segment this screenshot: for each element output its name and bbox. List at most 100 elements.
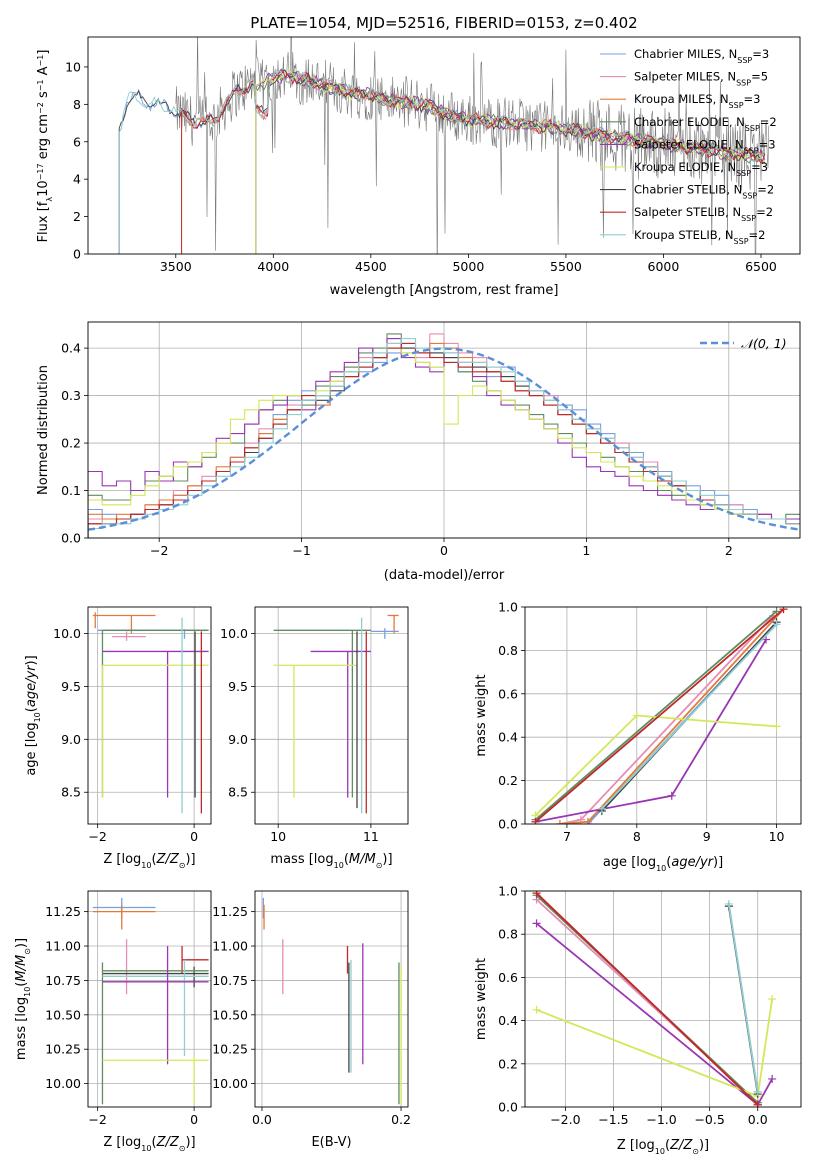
x-tick-label: 0.0 (252, 1112, 272, 1127)
y-tick-label: 9.0 (61, 732, 81, 747)
x-tick-label: 6500 (745, 259, 777, 274)
x-tick-label: 4000 (257, 259, 289, 274)
y-tick-label: 0.0 (498, 1100, 518, 1115)
mass-weight-line (728, 903, 759, 1093)
x-tick-label: 5000 (452, 259, 484, 274)
y-tick-label: 10.00 (212, 1076, 248, 1091)
plot-area (118, 37, 770, 254)
point-marker (762, 635, 771, 644)
plot-area (92, 897, 209, 1105)
x-tick-label: 10 (769, 829, 785, 844)
x-tick-label: 4500 (355, 259, 387, 274)
point-marker (532, 891, 541, 898)
panel-spectrum: 3500 4000 4500 5000 5500 6000 6500 0 2 4 6 8 10 wavel… (36, 36, 801, 298)
legend-label: Chabrier MILES, NSSP=3 (634, 47, 769, 65)
x-tick-label: −1.5 (598, 1112, 628, 1127)
model-spectrum-line (255, 69, 766, 254)
point-marker (597, 804, 606, 813)
y-tick-label: 1.0 (498, 600, 518, 615)
x-tick-label: 2 (725, 543, 733, 558)
x-tick-label: 0 (190, 829, 198, 844)
x-tick-label: 7 (563, 829, 571, 844)
y-tick-label: 0.6 (498, 970, 518, 985)
y-tick-label: 10.25 (45, 1042, 81, 1057)
y-tick-label: 11.25 (45, 904, 81, 919)
x-tick-label: 0.0 (748, 1112, 768, 1127)
x-tick-label: 6000 (648, 259, 680, 274)
y-tick-label: 10.00 (45, 1076, 81, 1091)
x-axis-label: (data-model)/error (384, 568, 505, 583)
legend-label: Kroupa MILES, NSSP=3 (634, 92, 760, 110)
y-tick-label: 8 (73, 97, 81, 112)
plot-area (273, 614, 399, 814)
y-tick-label: 9.5 (228, 679, 248, 694)
y-tick-label: 8.5 (61, 785, 81, 800)
histogram-step (88, 338, 800, 538)
x-tick-label: −1 (292, 543, 310, 558)
panel-age-vs-Z: −2 0 8.5 9.0 9.5 10.0 Z [log10(Z/Z⊙)] age [log1… (24, 606, 212, 870)
x-tick-label: −2 (88, 1112, 106, 1127)
x-tick-label: 5500 (550, 259, 582, 274)
y-tick-label: 0.2 (498, 773, 518, 788)
y-axis-label: Flux [fλ10−17 erg cm−2 s−1 A−1] (36, 50, 54, 243)
y-axis-label: mass weight (474, 674, 489, 756)
y-tick-label: 0.4 (498, 1013, 518, 1028)
y-tick-label: 8.5 (228, 785, 248, 800)
point-marker (772, 620, 781, 629)
x-tick-label: 0.2 (391, 1112, 411, 1127)
panel-mass-vs-EBV: 0.0 0.2 10.00 10.25 10.50 10.75 11.00 11.25 E(B-… (212, 890, 411, 1150)
axes-frame (254, 606, 409, 825)
x-tick-label: −1.0 (646, 1112, 676, 1127)
mass-weight-line (534, 610, 778, 821)
y-axis-label: Normed distribution (36, 365, 51, 495)
legend-label: Chabrier STELIB, NSSP=2 (634, 183, 774, 201)
point-marker (768, 995, 777, 1003)
plot-area (532, 891, 777, 1107)
legend: Chabrier MILES, NSSP=3 Salpeter MILES, NS… (600, 47, 777, 245)
y-tick-label: 11.00 (45, 939, 81, 954)
point-marker (583, 817, 592, 824)
x-tick-label: 1 (582, 543, 590, 558)
y-tick-label: 2 (73, 209, 81, 224)
y-tick-label: 9.0 (228, 732, 248, 747)
y-tick-label: 11.25 (212, 904, 248, 919)
y-tick-label: 0.4 (498, 730, 518, 745)
legend-label: Salpeter ELODIE, NSSP=3 (634, 137, 776, 155)
x-axis-label: Z [log10(Z/Z⊙)] (103, 1135, 195, 1153)
y-tick-label: 10.25 (212, 1042, 248, 1057)
x-axis-label: Z [log10(Z/Z⊙)] (617, 1138, 709, 1156)
point-marker (667, 791, 676, 800)
mass-weight-line (535, 892, 759, 1106)
x-axis-label: wavelength [Angstrom, rest frame] (330, 283, 559, 298)
panel-residuals: −2 −1 0 1 2 0.0 0.1 0.2 0.3 0.4 (data-model)/error… (36, 321, 801, 583)
mass-weight-line (601, 623, 778, 810)
y-tick-label: 0.8 (498, 643, 518, 658)
x-axis-label: mass [log10(M/M⊙)] (270, 852, 392, 870)
y-tick-label: 0.1 (61, 483, 81, 498)
x-axis-label: age [log10(age/yr)] (603, 855, 723, 873)
x-tick-label: 9 (703, 829, 711, 844)
legend-label: Kroupa ELODIE, NSSP=3 (634, 160, 768, 178)
y-tick-label: 0.8 (498, 927, 518, 942)
normal-curve (88, 347, 800, 531)
axes-frame (524, 606, 802, 825)
point-marker (724, 899, 733, 908)
x-axis-label: Z [log10(Z/Z⊙)] (103, 852, 195, 870)
point-marker (531, 817, 540, 824)
y-tick-label: 0.0 (61, 531, 81, 546)
y-axis-label: age [log10(age/yr)] (24, 655, 42, 775)
y-tick-label: 11.00 (212, 939, 248, 954)
panel-mass-weight-vs-Z: −2.0 −1.5 −1.0 −0.5 0.0 0.0 0.2 0.4 0.6 0.8 1.0 Z [… (474, 884, 802, 1156)
axes-frame (87, 606, 212, 825)
y-tick-label: 10 (65, 59, 81, 74)
x-tick-label: −0.5 (694, 1112, 724, 1127)
y-tick-label: 0.4 (61, 341, 81, 356)
x-tick-label: −2 (150, 543, 168, 558)
point-marker (632, 711, 641, 720)
y-tick-label: 10.75 (212, 973, 248, 988)
legend-label: Salpeter MILES, NSSP=5 (634, 70, 768, 88)
model-spectrum-line (118, 67, 766, 254)
point-marker (532, 919, 541, 928)
x-tick-label: 0 (190, 1112, 198, 1127)
